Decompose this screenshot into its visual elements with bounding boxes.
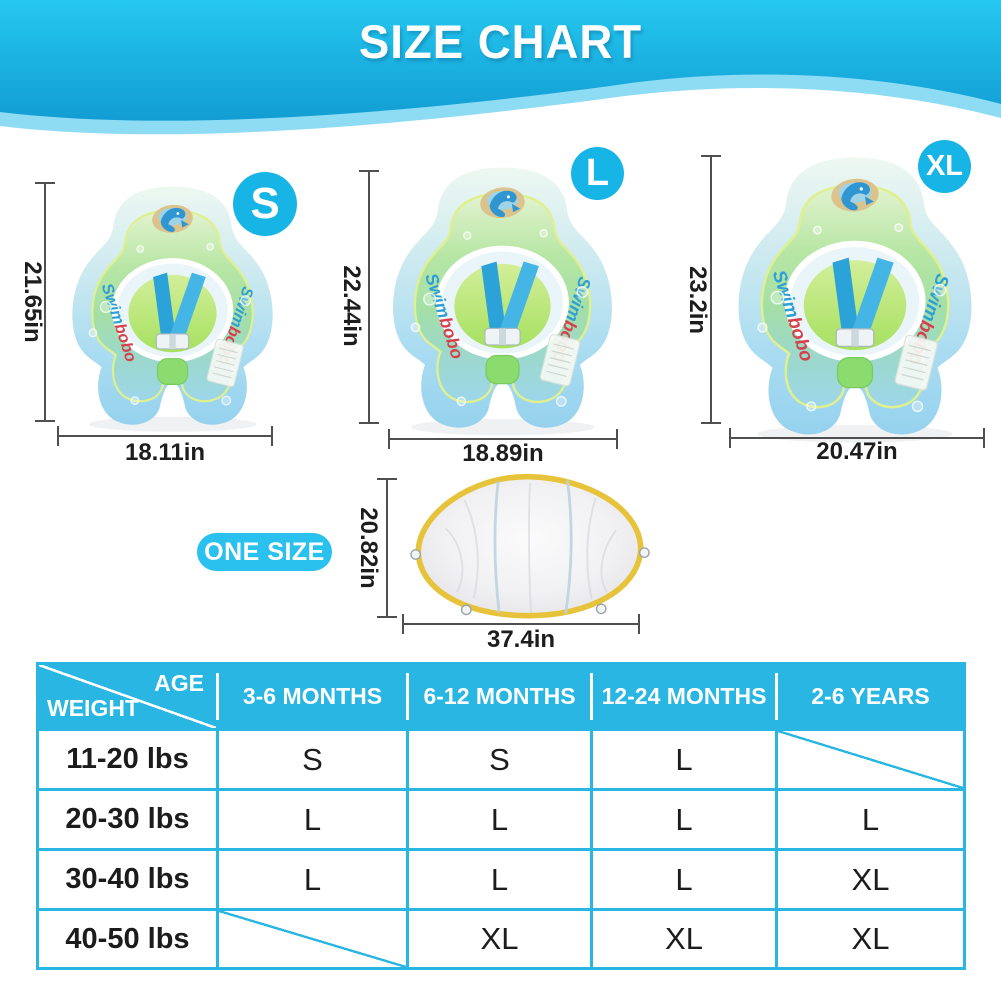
row-header-weight: 11-20 lbs — [39, 731, 216, 788]
size-badge-xl: XL — [918, 140, 971, 193]
banner-wave — [0, 0, 1001, 135]
height-dimension-line-s — [35, 182, 55, 422]
table-cell: L — [219, 851, 406, 908]
product-size-l: L 22.44in 18.89in — [338, 128, 640, 473]
width-dimension-label-xl: 20.47in — [816, 438, 898, 465]
width-dimension-line-s — [57, 426, 273, 446]
table-corner-cell: AGE WEIGHT — [39, 665, 216, 728]
table-cell: L — [778, 791, 963, 848]
table-cell: XL — [409, 911, 590, 967]
table-cell: L — [593, 731, 775, 788]
table-cell: XL — [778, 851, 963, 908]
width-dimension-label-canopy: 37.4in — [486, 626, 556, 653]
table-cell: S — [409, 731, 590, 788]
size-table: AGE WEIGHT 3-6 MONTHS 6-12 MONTHS 12-24 … — [36, 662, 966, 970]
swim-float-illustration-xl — [730, 150, 980, 444]
width-dimension-label-l: 18.89in — [462, 440, 544, 467]
column-header-2-6-years: 2-6 YEARS — [775, 665, 963, 728]
width-dimension-line-canopy — [402, 614, 640, 634]
table-cell-not-applicable — [778, 731, 963, 788]
height-dimension-line-xl — [701, 155, 721, 424]
height-dimension-label-s: 21.65in — [19, 261, 46, 343]
product-size-xl: XL 23.2in 20.47in — [680, 118, 1001, 473]
height-dimension-label-canopy: 20.82in — [355, 507, 382, 589]
table-cell: XL — [778, 911, 963, 967]
canopy-hooks — [410, 547, 650, 616]
column-header-12-24-months: 12-24 MONTHS — [590, 665, 775, 728]
product-size-s: S 21.65in 18.11in — [19, 150, 320, 470]
width-dimension-line-xl — [729, 428, 985, 448]
column-header-6-12-months: 6-12 MONTHS — [406, 665, 590, 728]
row-header-weight: 30-40 lbs — [39, 851, 216, 908]
page-title: SIZE CHART — [358, 15, 643, 68]
table-cell: S — [219, 731, 406, 788]
swim-float-illustration-l — [385, 160, 620, 437]
table-cell: L — [593, 851, 775, 908]
table-cell: L — [409, 791, 590, 848]
size-badge-s: S — [233, 172, 297, 236]
canopy-illustration — [410, 473, 650, 619]
table-cell: XL — [593, 911, 775, 967]
height-dimension-line-canopy — [377, 478, 397, 618]
corner-age-label: AGE — [154, 670, 204, 696]
column-header-3-6-months: 3-6 MONTHS — [216, 665, 406, 728]
height-dimension-label-xl: 23.2in — [684, 265, 711, 335]
height-dimension-label-l: 22.44in — [338, 265, 365, 347]
one-size-badge: ONE SIZE — [197, 533, 332, 571]
size-badge-l: L — [571, 147, 624, 200]
row-header-weight: 40-50 lbs — [39, 911, 216, 967]
corner-weight-label: WEIGHT — [47, 695, 139, 721]
canopy-one-size: ONE SIZE — [150, 460, 690, 660]
height-dimension-line-l — [359, 170, 379, 424]
table-cell: L — [219, 791, 406, 848]
table-cell: L — [593, 791, 775, 848]
table-cell: L — [409, 851, 590, 908]
row-header-weight: 20-30 lbs — [39, 791, 216, 848]
width-dimension-label-s: 18.11in — [124, 439, 206, 466]
table-cell-not-applicable — [219, 911, 406, 967]
banner: SIZE CHART — [0, 0, 1001, 150]
width-dimension-line-l — [388, 429, 618, 449]
